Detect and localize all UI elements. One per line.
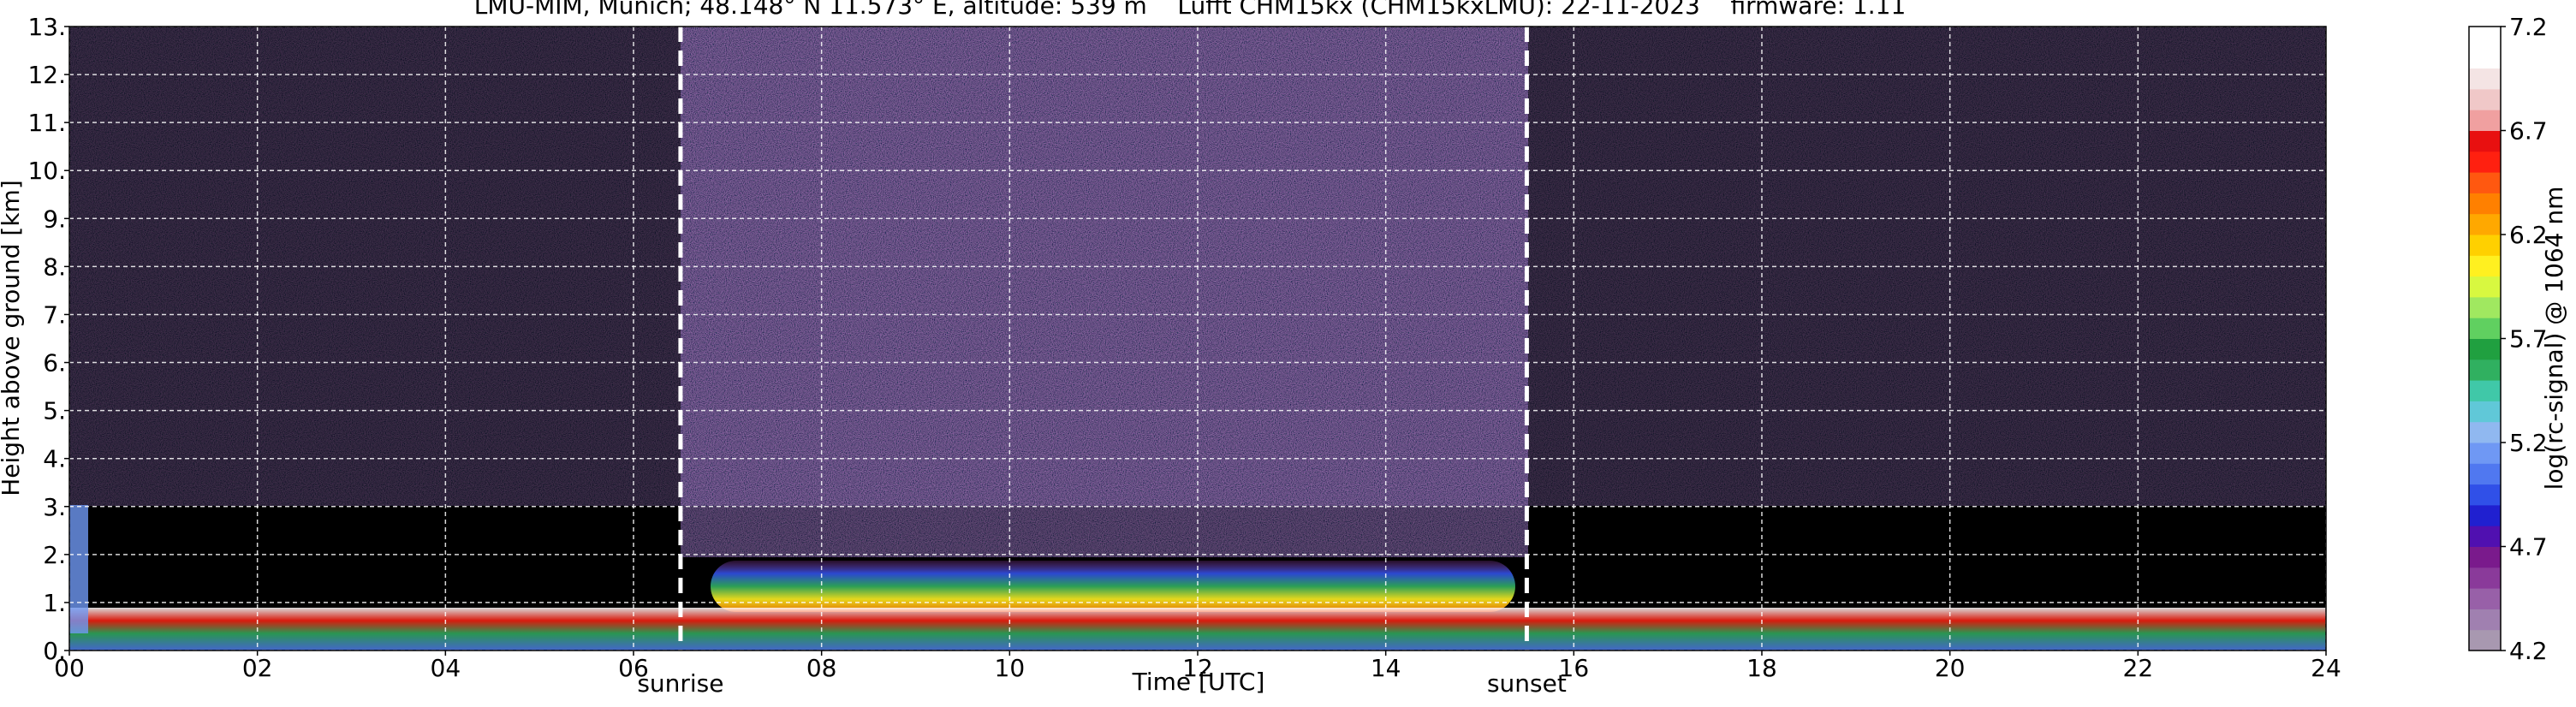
colorbar-swatch xyxy=(2469,130,2501,152)
colorbar-swatch xyxy=(2469,255,2501,277)
colorbar-tick-label: 7.2 xyxy=(2509,13,2548,41)
annotation-label: sunrise xyxy=(637,669,723,698)
y-tick-label: 10. xyxy=(27,157,66,185)
signal-noise-day xyxy=(681,27,1528,557)
y-tick-label: 7. xyxy=(43,300,66,329)
colorbar-swatch xyxy=(2469,151,2501,173)
colorbar-swatch xyxy=(2469,172,2501,193)
x-tick-label: 16 xyxy=(1559,654,1590,682)
colorbar-swatch xyxy=(2469,609,2501,631)
colorbar-swatch xyxy=(2469,567,2501,589)
y-tick-label: 2. xyxy=(43,541,66,569)
colorbar-tick-label: 5.7 xyxy=(2509,325,2548,354)
colorbar-tick-label: 6.7 xyxy=(2509,117,2548,146)
colorbar-swatch xyxy=(2469,213,2501,235)
x-tick-label: 24 xyxy=(2311,654,2341,682)
colorbar-swatch xyxy=(2469,504,2501,526)
colorbar-swatch xyxy=(2469,27,2501,48)
y-tick-label: 1. xyxy=(43,589,66,617)
colorbar-swatch xyxy=(2469,484,2501,506)
colorbar-swatch xyxy=(2469,421,2501,443)
x-tick-label: 00 xyxy=(54,654,85,682)
x-tick-label: 12 xyxy=(1182,654,1213,682)
colorbar-swatch xyxy=(2469,193,2501,215)
colorbar-swatch xyxy=(2469,318,2501,339)
colorbar-swatch xyxy=(2469,546,2501,568)
boundary-layer xyxy=(711,561,1515,612)
colorbar-swatch xyxy=(2469,443,2501,464)
x-tick-label: 04 xyxy=(431,654,461,682)
colorbar-swatch xyxy=(2469,380,2501,401)
colorbar-swatch xyxy=(2469,296,2501,318)
y-tick-label: 4. xyxy=(43,445,66,473)
colorbar-swatch xyxy=(2469,526,2501,547)
plot-frame xyxy=(68,26,2327,651)
colorbar-swatch xyxy=(2469,463,2501,485)
y-tick-label: 11. xyxy=(27,109,66,137)
colorbar-tick-label: 4.2 xyxy=(2509,637,2548,665)
x-tick-label: 10 xyxy=(995,654,1026,682)
y-tick-label: 8. xyxy=(43,253,66,281)
y-axis-title: Height above ground [km] xyxy=(0,180,25,496)
y-tick-label: 9. xyxy=(43,205,66,233)
x-tick-label: 20 xyxy=(1935,654,1966,682)
colorbar-swatch xyxy=(2469,629,2501,651)
x-tick-label: 18 xyxy=(1746,654,1777,682)
y-tick-label: 0. xyxy=(43,637,66,665)
y-tick-label: 5. xyxy=(43,397,66,425)
colorbar-swatch xyxy=(2469,88,2501,110)
low-cloud xyxy=(69,505,88,633)
y-tick-label: 13. xyxy=(27,13,66,41)
x-tick-label: 14 xyxy=(1371,654,1401,682)
chart-title: LMU-MIM, Munich; 48.148° N 11.573° E, al… xyxy=(474,0,1907,20)
x-tick-label: 08 xyxy=(806,654,837,682)
colorbar-swatch xyxy=(2469,588,2501,609)
colorbar-title: log(rc-signal) @ 1064 nm xyxy=(2540,187,2568,490)
colorbar-tick-label: 6.2 xyxy=(2509,221,2548,249)
colorbar-swatch xyxy=(2469,276,2501,298)
annotation-label: sunset xyxy=(1487,669,1567,698)
x-tick-label: 22 xyxy=(2123,654,2154,682)
colorbar-tick-label: 4.7 xyxy=(2509,533,2548,561)
x-axis-title: Time [UTC] xyxy=(1132,668,1265,696)
y-tick-label: 3. xyxy=(43,493,66,521)
colorbar-swatch xyxy=(2469,401,2501,423)
y-tick-label: 12. xyxy=(27,61,66,89)
x-tick-label: 06 xyxy=(618,654,649,682)
colorbar-swatch xyxy=(2469,68,2501,90)
colorbar-swatch xyxy=(2469,235,2501,256)
colorbar-swatch xyxy=(2469,110,2501,131)
colorbar-swatch xyxy=(2469,338,2501,360)
x-tick-label: 02 xyxy=(242,654,273,682)
colorbar-swatch xyxy=(2469,359,2501,381)
colorbar-swatch xyxy=(2469,47,2501,69)
colorbar-tick-label: 5.2 xyxy=(2509,429,2548,457)
y-tick-label: 6. xyxy=(43,349,66,377)
